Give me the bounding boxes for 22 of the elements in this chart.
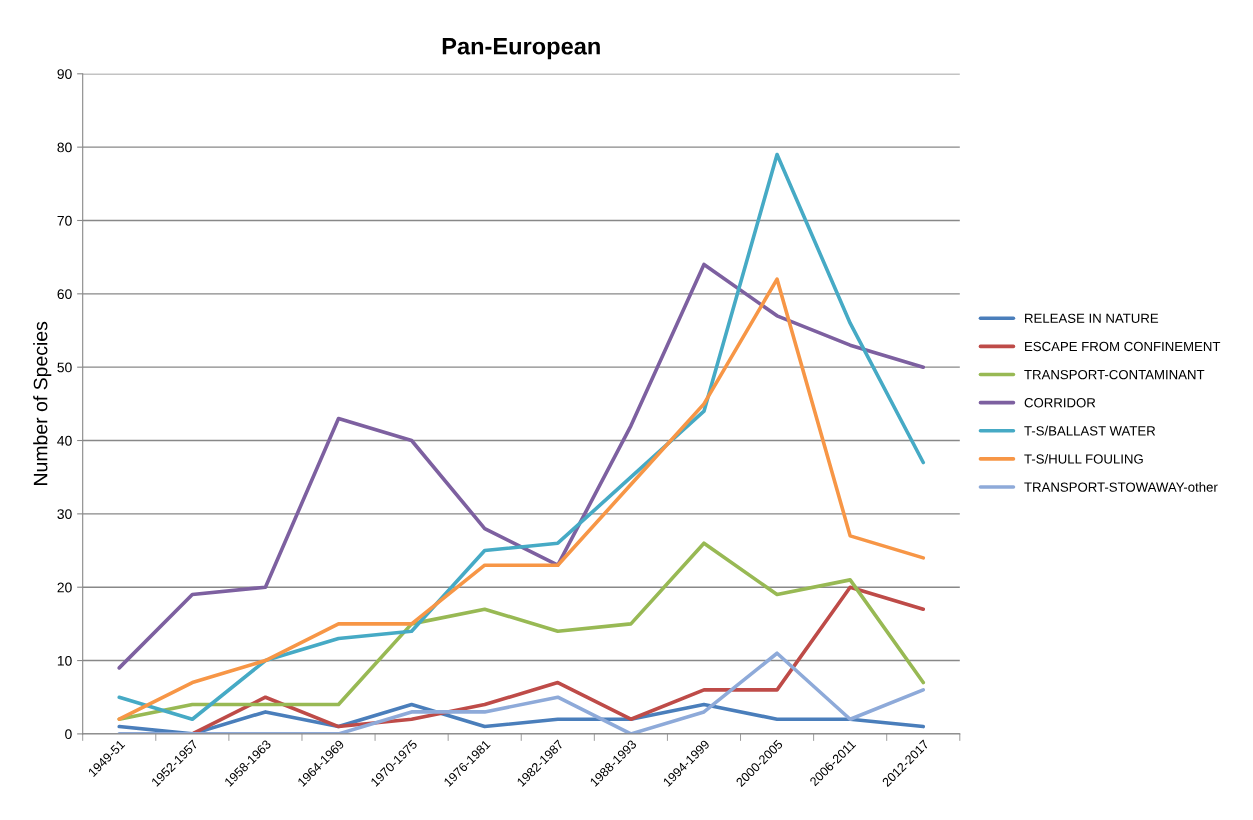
legend-label: TRANSPORT-CONTAMINANT [1024, 369, 1205, 380]
line-series [117, 152, 926, 722]
legend-label: ESCAPE FROM CONFINEMENT [1025, 341, 1221, 352]
y-tick-label: 20 [57, 582, 72, 593]
legend-label: RELEASE IN NATURE [1025, 313, 1159, 323]
legend-label: CORRIDOR [1024, 398, 1096, 408]
legend-label: T-S/BALLAST WATER [1024, 425, 1156, 436]
y-tick-label: 50 [57, 362, 72, 373]
line-series [117, 651, 926, 734]
y-axis-title: Number of Species [33, 321, 52, 485]
legend-label: T-S/HULL FOULING [1024, 453, 1143, 464]
legend-label: TRANSPORT-STOWAWAY-other [1024, 482, 1218, 492]
y-tick-label: 10 [57, 655, 72, 666]
y-tick-label: 60 [57, 289, 72, 299]
y-tick-label: 80 [57, 142, 72, 153]
line-series [190, 585, 926, 734]
y-tick-label: 40 [57, 435, 72, 446]
y-tick-label: 70 [57, 215, 72, 226]
y-tick-label: 30 [57, 509, 72, 520]
y-tick-label: 0 [65, 729, 72, 740]
y-tick-label: 90 [57, 69, 72, 79]
chart-title: Pan-European [442, 38, 600, 60]
